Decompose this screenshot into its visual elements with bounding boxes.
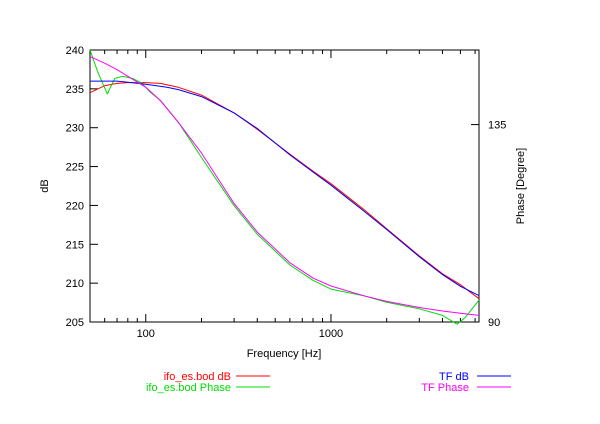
- x-tick-label: 100: [137, 328, 155, 340]
- x-axis-title: Frequency [Hz]: [247, 348, 322, 360]
- legend-label: TF Phase: [421, 382, 469, 394]
- y-tick-label: 220: [66, 200, 84, 212]
- y2-axis-title: Phase [Degree]: [515, 148, 527, 224]
- legend-label: TF dB: [439, 371, 469, 383]
- legend-label: ifo_es.bod dB: [164, 371, 231, 383]
- x-tick-label: 1000: [319, 328, 343, 340]
- y-tick-label: 235: [66, 84, 84, 96]
- series-line-ifo-es-bod-db: [89, 82, 480, 300]
- y-tick-label: 240: [66, 45, 84, 57]
- plot-frame: [89, 49, 480, 323]
- series-layer: [89, 49, 480, 325]
- legend-label: ifo_es.bod Phase: [146, 382, 231, 394]
- y-tick-label: 215: [66, 239, 84, 251]
- y2-tick-label: 90: [488, 317, 500, 329]
- y-tick-label: 225: [66, 162, 84, 174]
- y-axis-title: dB: [39, 179, 51, 192]
- y2-tick-label: 135: [488, 120, 506, 132]
- tick-labels-layer: 100 1000 205 210 215 220 225 230 235 240 90 135: [66, 45, 507, 340]
- y-tick-label: 210: [66, 278, 84, 290]
- series-line-tf-phase: [89, 56, 480, 316]
- y-tick-label: 230: [66, 123, 84, 135]
- y-tick-label: 205: [66, 317, 84, 329]
- series-line-tf-db: [90, 80, 480, 297]
- series-line-ifo-es-bod-phase: [89, 49, 480, 325]
- ticks-layer: [89, 49, 479, 323]
